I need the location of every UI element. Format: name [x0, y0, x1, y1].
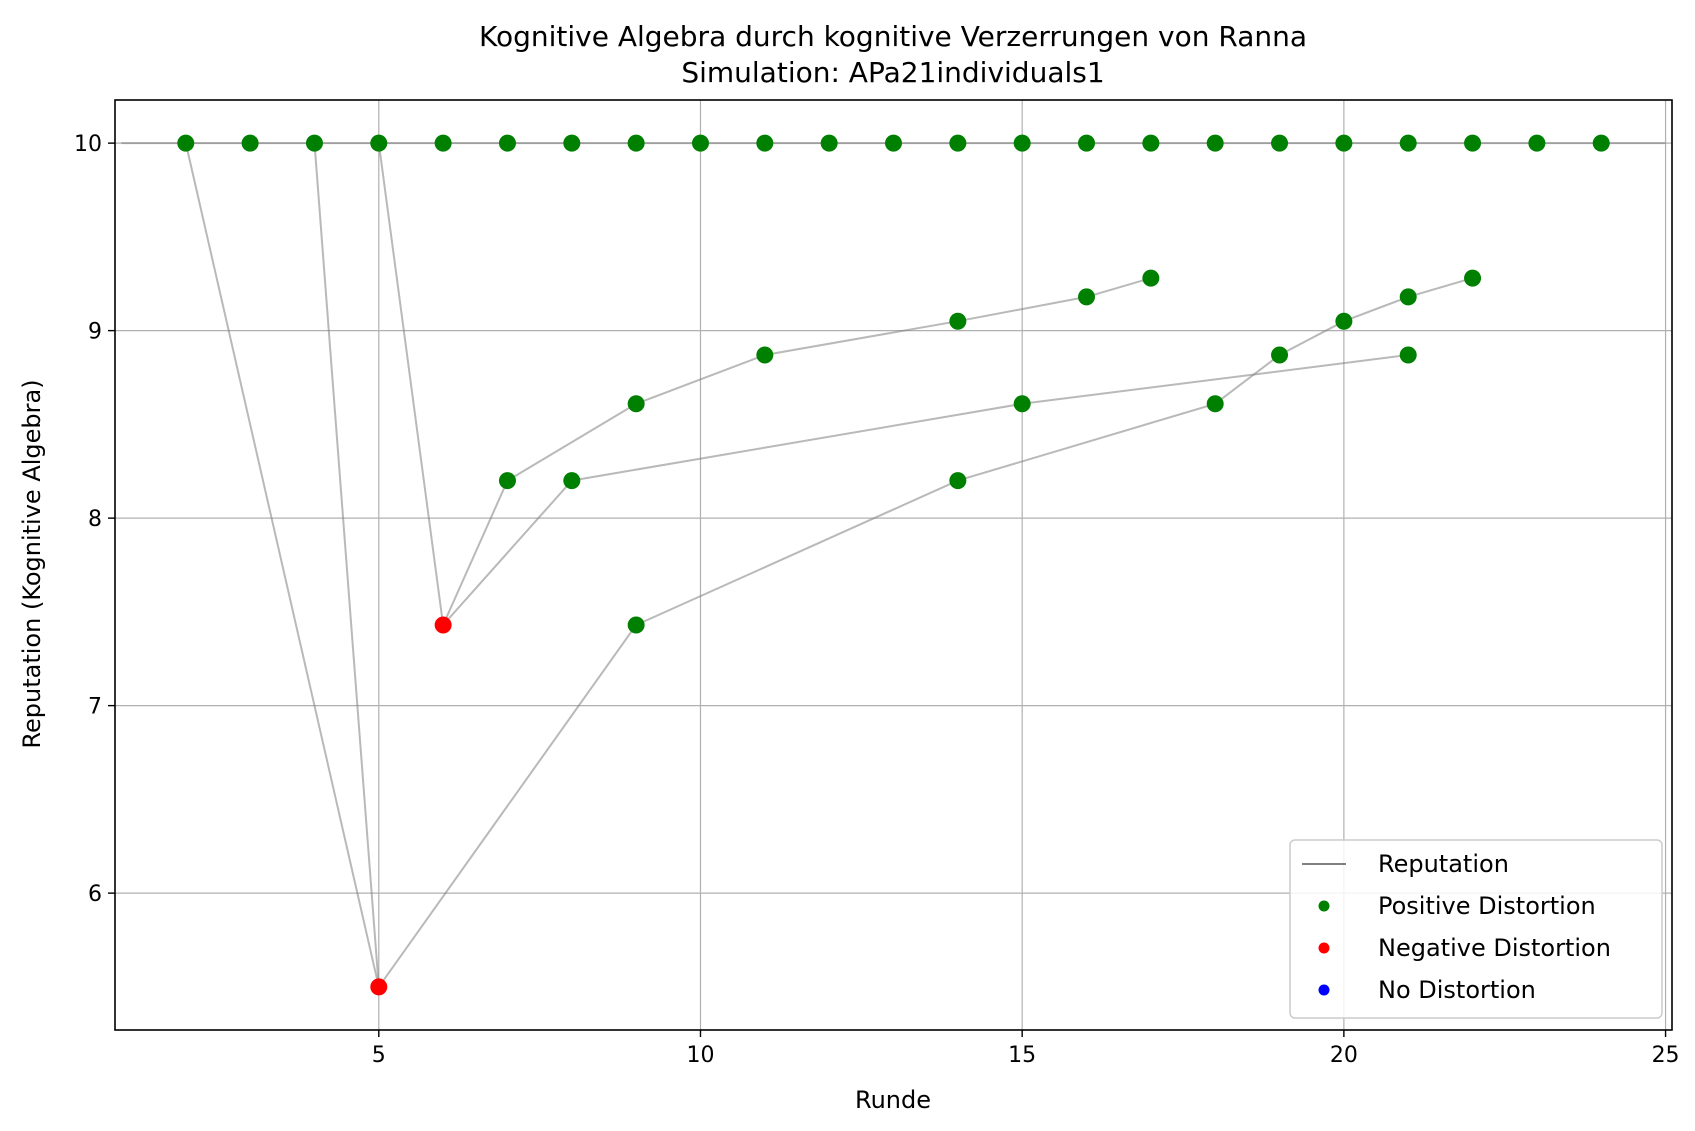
positive-distortion-point: [1206, 395, 1224, 413]
x-tick-label: 15: [1008, 1043, 1036, 1068]
positive-distortion-point: [949, 472, 967, 490]
negative-distortion-point: [370, 978, 388, 996]
legend-label: Negative Distortion: [1378, 934, 1611, 962]
reputation-line: [313, 143, 380, 987]
positive-distortion-point: [949, 312, 967, 330]
positive-distortion-point: [1464, 269, 1482, 287]
positive-distortion-point: [370, 134, 388, 152]
y-tick-label: 10: [74, 132, 102, 157]
positive-distortion-point: [563, 472, 581, 490]
positive-distortion-point: [756, 346, 774, 364]
chart-title: Kognitive Algebra durch kognitive Verzer…: [479, 20, 1307, 53]
plot-area: 5 10 15 20 25 6 7 8 9 10 Reputation Positive Distor…: [74, 99, 1680, 1068]
legend-label: Reputation: [1378, 850, 1509, 878]
positive-distortion-point: [1592, 134, 1610, 152]
positive-distortion-point: [434, 134, 452, 152]
positive-distortion-point: [1078, 288, 1096, 306]
positive-distortion-point: [1335, 134, 1353, 152]
positive-distortion-point: [627, 134, 645, 152]
positive-distortion-point: [627, 395, 645, 413]
positive-distortion-point: [1271, 134, 1289, 152]
x-tick-label: 20: [1330, 1043, 1358, 1068]
positive-distortion-point: [1271, 346, 1289, 364]
x-tick-label: 10: [686, 1043, 714, 1068]
positive-distortion-point: [1335, 312, 1353, 330]
y-tick-label: 6: [88, 882, 102, 907]
positive-distortion-point: [1142, 269, 1160, 287]
positive-distortion-point: [498, 472, 516, 490]
positive-distortion-point: [949, 134, 967, 152]
negative-distortion-point: [434, 616, 452, 634]
legend-label: Positive Distortion: [1378, 892, 1596, 920]
reputation-line: [442, 354, 1409, 626]
y-tick-label: 8: [88, 507, 102, 532]
y-tick-label: 9: [88, 320, 102, 345]
positive-distortion-point: [885, 134, 902, 152]
positive-distortion-point: [756, 134, 774, 152]
positive-distortion-point: [691, 134, 709, 152]
positive-distortion-point: [305, 134, 323, 152]
positive-distortion-point: [1142, 134, 1160, 152]
legend-swatch-positive: [1318, 900, 1330, 912]
axes-frame: [114, 99, 1673, 1031]
positive-distortion-point: [1399, 346, 1417, 364]
positive-distortion-point: [1078, 134, 1096, 152]
positive-distortion-point: [1399, 288, 1417, 306]
y-axis-label: Reputation (Kognitive Algebra): [18, 379, 46, 748]
positive-distortion-point: [563, 134, 581, 152]
positive-distortion-point: [1399, 134, 1417, 152]
positive-distortion-point: [1464, 134, 1482, 152]
x-axis-label: Runde: [855, 1086, 931, 1114]
legend-box: [1289, 839, 1663, 1019]
positive-distortion-point: [1013, 395, 1031, 413]
legend-label: No Distortion: [1378, 976, 1536, 1004]
legend-swatch-negative: [1318, 942, 1330, 954]
positive-distortion-point: [1013, 134, 1031, 152]
x-tick-label: 5: [372, 1043, 386, 1068]
chart-subtitle: Simulation: APa21individuals1: [681, 56, 1104, 89]
x-tick-label: 25: [1652, 1043, 1680, 1068]
positive-distortion-point: [241, 134, 259, 152]
legend-swatch-none: [1318, 984, 1330, 996]
positive-distortion-point: [498, 134, 516, 152]
positive-distortion-point: [1528, 134, 1546, 152]
reputation-line: [377, 142, 1152, 629]
positive-distortion-point: [627, 616, 645, 634]
positive-distortion-point: [1206, 134, 1224, 152]
positive-distortion-point: [820, 134, 838, 152]
y-tick-label: 7: [88, 695, 102, 720]
positive-distortion-point: [177, 134, 195, 152]
